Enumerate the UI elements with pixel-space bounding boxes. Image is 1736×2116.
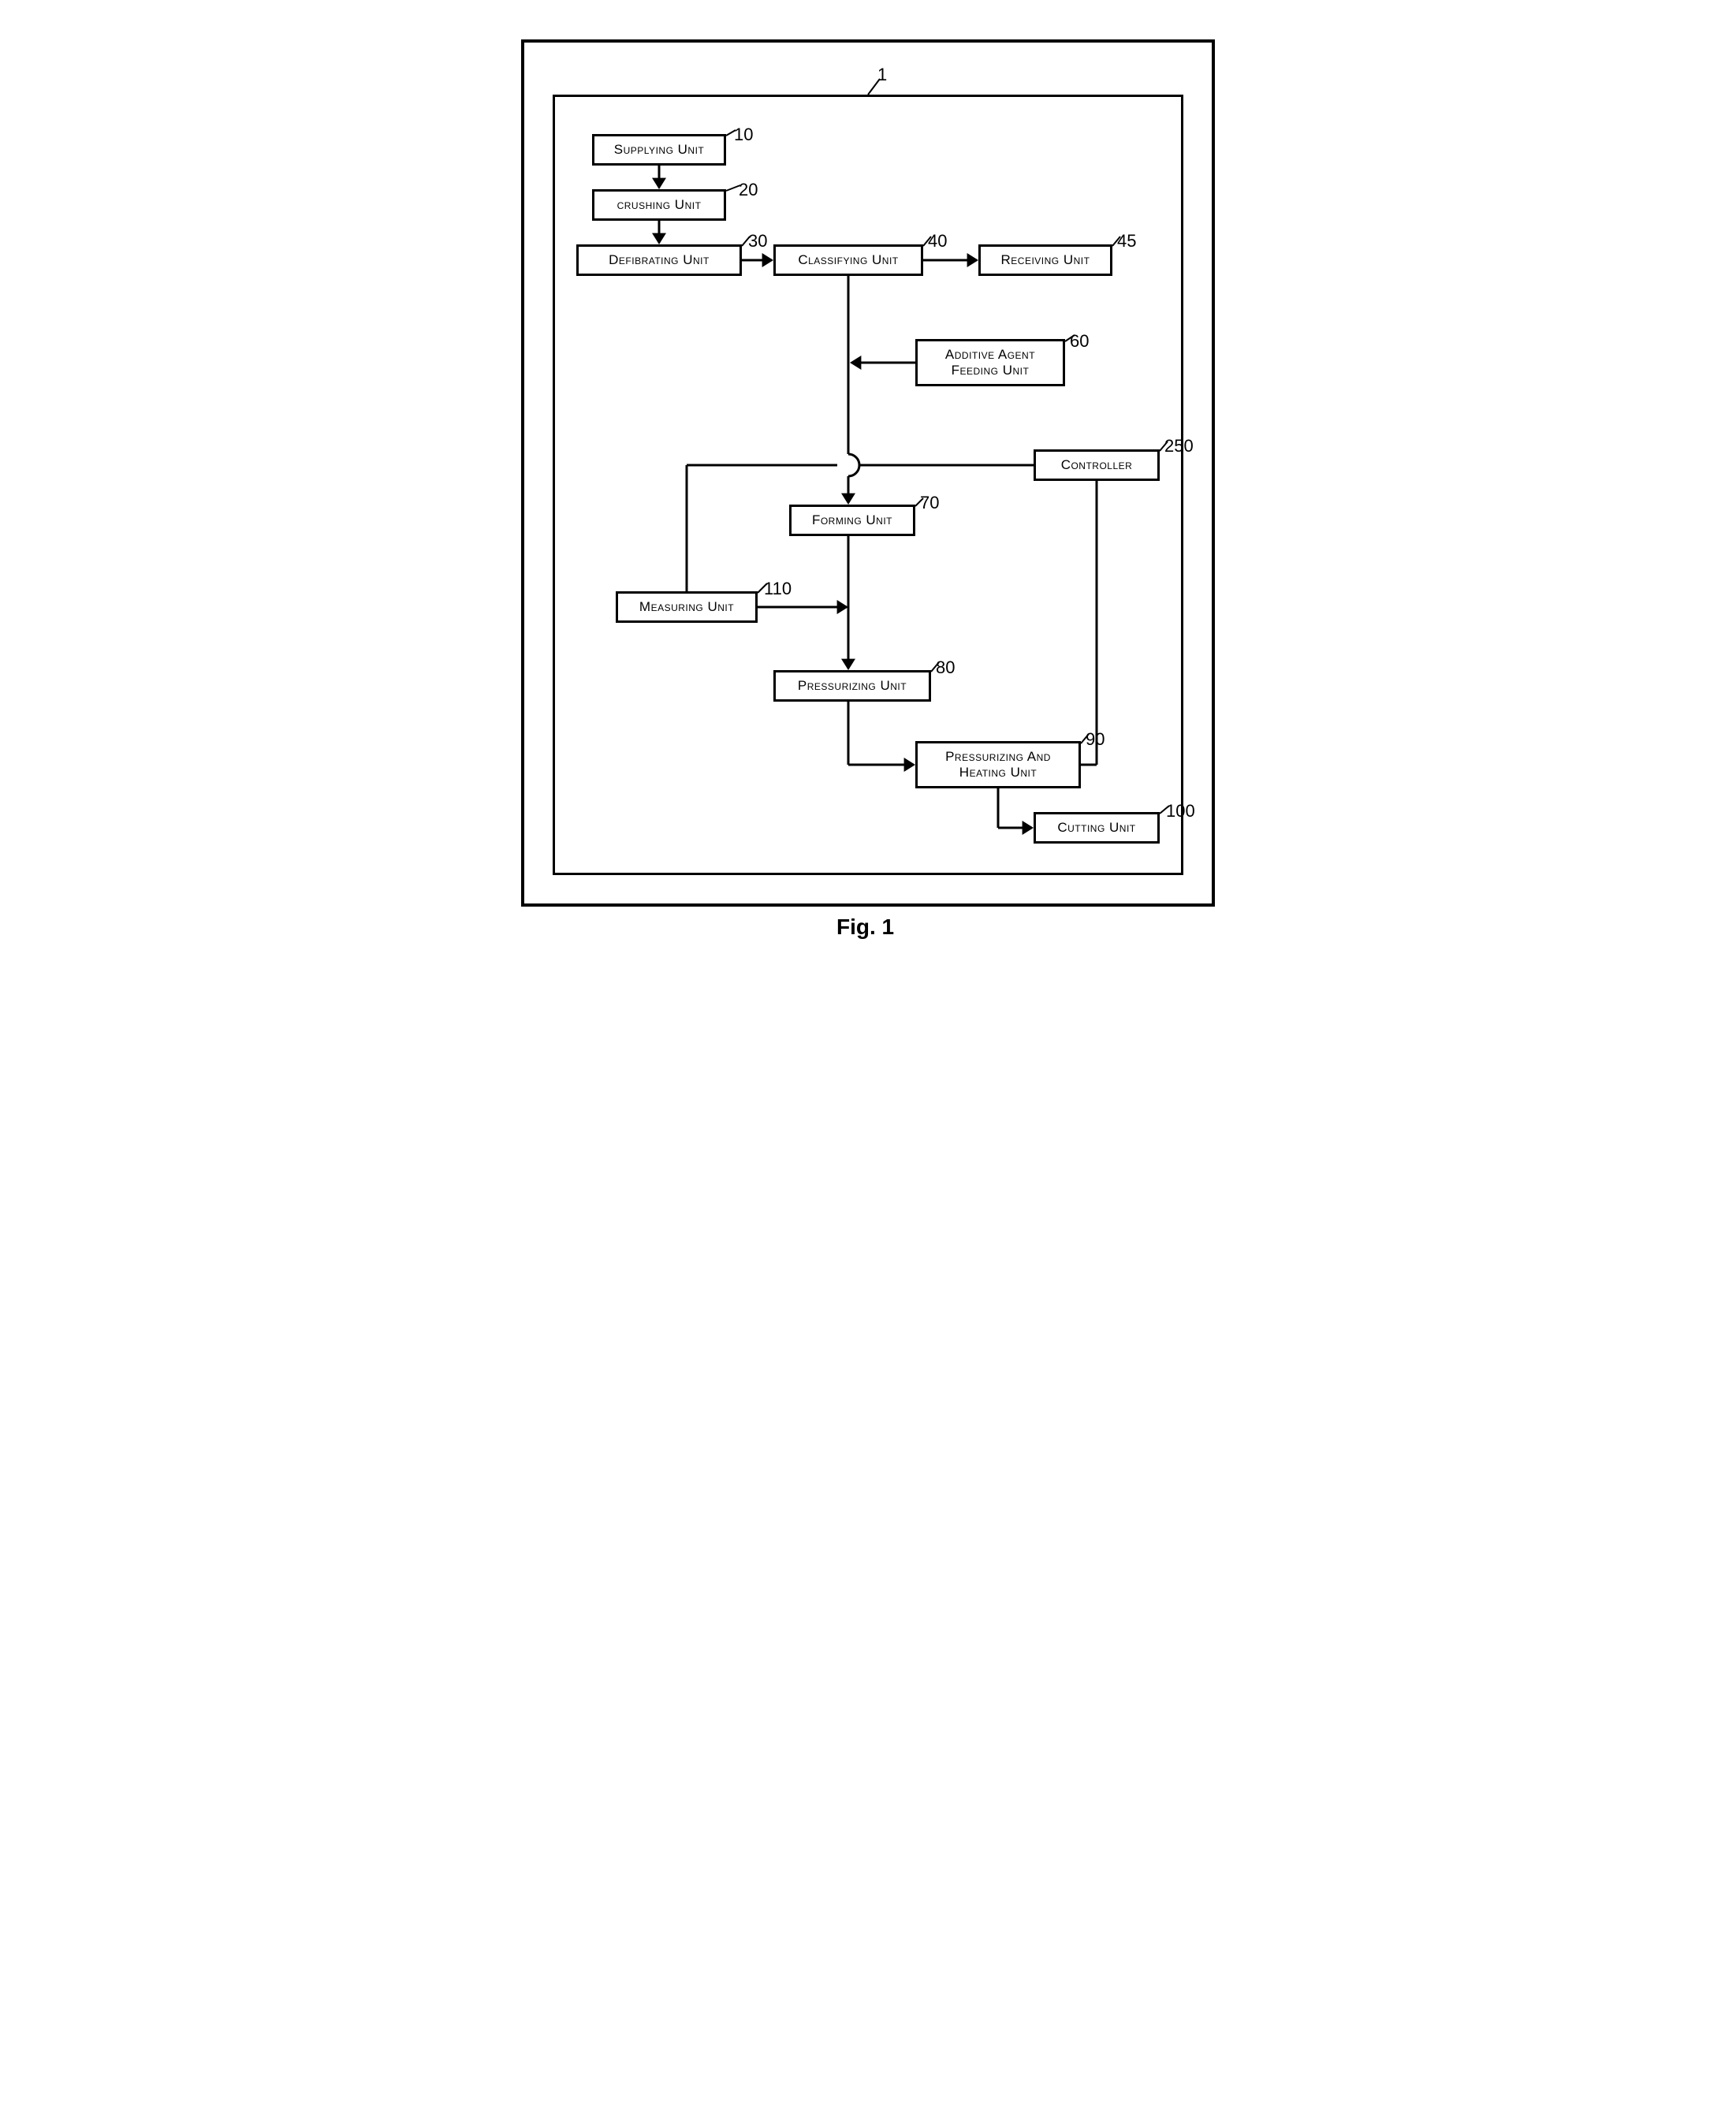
nodenum-pressurizing: 80	[936, 658, 955, 678]
nodenum-pressheat: 90	[1086, 729, 1105, 750]
node-forming: Forming Unit	[789, 505, 915, 536]
node-pressheat: Pressurizing AndHeating Unit	[915, 741, 1081, 788]
system-label: 1	[877, 65, 887, 85]
nodenum-classifying: 40	[928, 231, 947, 251]
node-controller: Controller	[1034, 449, 1160, 481]
figure-label: Fig. 1	[836, 915, 894, 940]
node-supplying: Supplying Unit	[592, 134, 726, 166]
nodenum-forming: 70	[920, 493, 939, 513]
node-classifying: Classifying Unit	[773, 244, 923, 276]
node-additive: Additive AgentFeeding Unit	[915, 339, 1065, 386]
nodenum-supplying: 10	[734, 125, 753, 145]
nodenum-measuring: 110	[764, 579, 792, 599]
node-measuring: Measuring Unit	[616, 591, 758, 623]
node-receiving: Receiving Unit	[978, 244, 1112, 276]
node-cutting: Cutting Unit	[1034, 812, 1160, 844]
nodenum-controller: 250	[1164, 436, 1194, 456]
nodenum-additive: 60	[1070, 331, 1089, 352]
diagram-canvas: Supplying Unit 10 crushing Unit 20 Defibrati…	[490, 16, 1246, 946]
nodenum-receiving: 45	[1117, 231, 1136, 251]
node-defibrating: Defibrating Unit	[576, 244, 742, 276]
node-pressurizing: Pressurizing Unit	[773, 670, 931, 702]
node-crushing: crushing Unit	[592, 189, 726, 221]
nodenum-defibrating: 30	[748, 231, 767, 251]
nodenum-crushing: 20	[739, 180, 758, 200]
nodenum-cutting: 100	[1166, 801, 1195, 821]
